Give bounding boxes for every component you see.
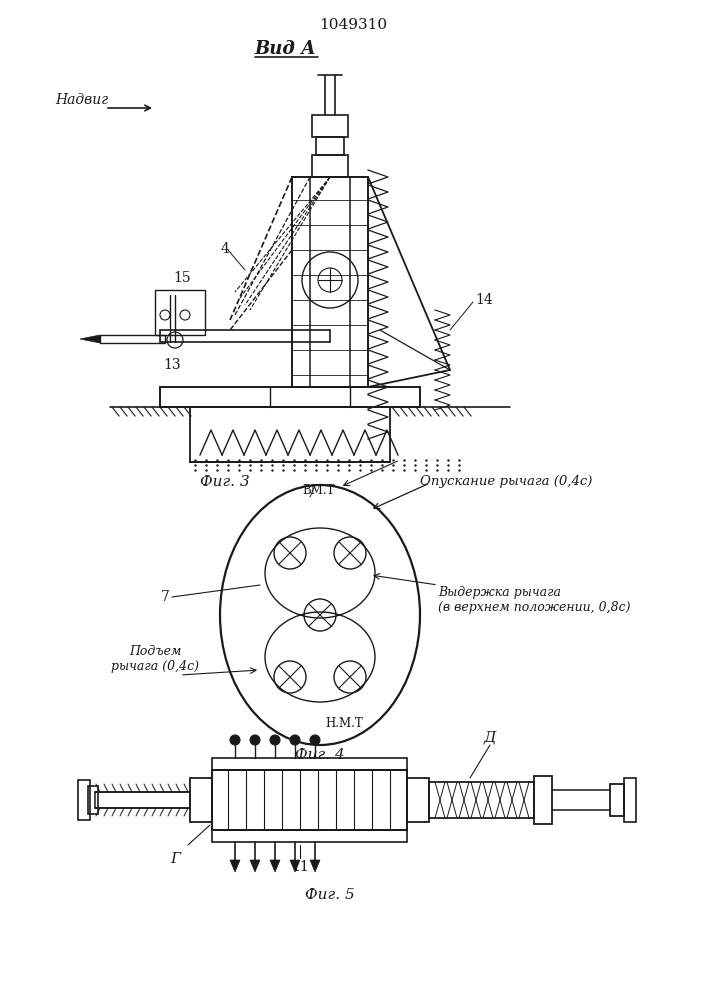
Polygon shape (310, 860, 320, 872)
Bar (160, 330, 330, 342)
Bar (312, 155, 348, 177)
Bar (190, 407, 390, 462)
Bar (212, 830, 407, 842)
Text: Выдержка рычага
(в верхнем положении, 0,8с): Выдержка рычага (в верхнем положении, 0,… (438, 586, 631, 614)
Bar (312, 115, 348, 137)
Bar (100, 335, 165, 343)
Circle shape (310, 735, 320, 745)
Bar (534, 776, 552, 824)
Text: 15: 15 (173, 271, 191, 285)
Circle shape (270, 735, 280, 745)
Bar (316, 137, 344, 155)
Polygon shape (270, 860, 280, 872)
Text: Вид А: Вид А (254, 40, 316, 58)
Text: 7: 7 (160, 590, 170, 604)
Bar (429, 782, 534, 818)
Bar (78, 780, 90, 820)
Text: ВМ.Т: ВМ.Т (302, 484, 334, 497)
Bar (624, 778, 636, 822)
Circle shape (250, 735, 260, 745)
Circle shape (230, 735, 240, 745)
Bar (407, 778, 429, 822)
Text: Фиг. 5: Фиг. 5 (305, 888, 355, 902)
Text: Фиг. 3: Фиг. 3 (200, 475, 250, 489)
Text: Надвиг: Надвиг (55, 93, 108, 107)
Text: Д: Д (484, 731, 496, 745)
Text: Н.М.Т: Н.М.Т (325, 717, 363, 730)
Bar (95, 792, 190, 808)
Polygon shape (80, 335, 100, 343)
Bar (610, 784, 624, 816)
Bar (88, 786, 98, 814)
Text: 4: 4 (221, 242, 230, 256)
Text: 13: 13 (163, 358, 181, 372)
Bar (160, 387, 420, 407)
Text: 11: 11 (291, 860, 309, 874)
Text: Подъем
рычага (0,4с): Подъем рычага (0,4с) (111, 645, 199, 673)
Polygon shape (290, 860, 300, 872)
Bar (212, 770, 407, 830)
Bar (292, 177, 368, 387)
Bar (155, 290, 205, 335)
Text: Опускание рычага (0,4с): Опускание рычага (0,4с) (420, 475, 592, 488)
Text: 14: 14 (475, 293, 493, 307)
Text: Фиг. 4: Фиг. 4 (295, 748, 345, 762)
Bar (212, 758, 407, 770)
Text: 1049310: 1049310 (319, 18, 387, 32)
Circle shape (290, 735, 300, 745)
Bar (190, 778, 212, 822)
Text: Г: Г (170, 852, 180, 866)
Polygon shape (250, 860, 260, 872)
Polygon shape (230, 860, 240, 872)
